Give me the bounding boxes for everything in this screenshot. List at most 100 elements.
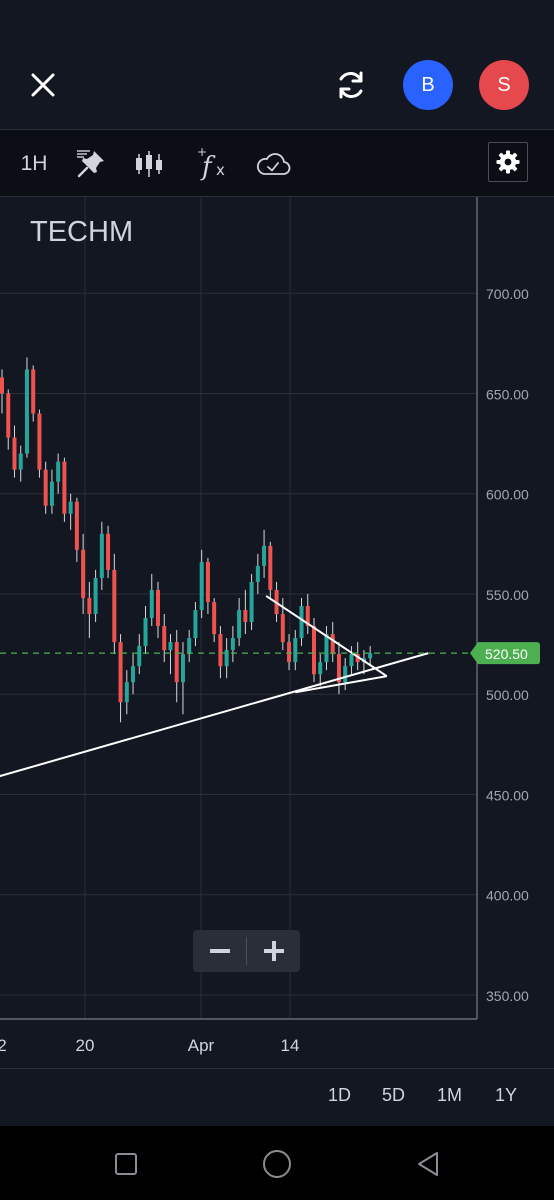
price-tick-label: 650.00 [486, 386, 529, 402]
candle-body [205, 561, 210, 602]
candle-body [137, 646, 142, 667]
range-bar: 1D 5D 1M 1Y [0, 1068, 554, 1126]
candle-body [268, 545, 273, 590]
range-1d-button[interactable]: 1D [328, 1085, 352, 1105]
range-1y-button[interactable]: 1Y [495, 1085, 518, 1105]
candle-body [93, 577, 98, 615]
indicators-fx-icon: + f x [197, 145, 225, 182]
price-tick-label: 550.00 [486, 587, 529, 603]
recent-apps-icon [115, 1153, 137, 1175]
top-bar: B S [0, 0, 554, 128]
candle-body [12, 437, 17, 470]
trendline [0, 652, 429, 778]
candle-body [349, 654, 354, 667]
refresh-button[interactable] [330, 64, 372, 106]
candle-body [68, 501, 73, 514]
candle-body [156, 589, 160, 627]
candle-body [187, 638, 192, 655]
trendline [265, 595, 388, 677]
candle-body [243, 610, 248, 623]
save-layout-button[interactable] [252, 144, 294, 184]
time-tick-label: Apr [188, 1036, 215, 1055]
close-icon [31, 73, 55, 97]
candle-body [43, 469, 48, 506]
price-tick-label: 400.00 [486, 888, 529, 904]
svg-text:x: x [216, 161, 225, 179]
last-price-badge [470, 642, 540, 665]
back-icon [418, 1152, 438, 1176]
candles-icon [136, 151, 162, 177]
chart-toolbar: 1H + f x [0, 129, 554, 197]
zoom-out-button[interactable] [193, 930, 246, 972]
back-button[interactable] [410, 1146, 446, 1182]
candle-body [74, 501, 79, 550]
price-tick-label: 450.00 [486, 787, 529, 803]
candle-body [0, 377, 4, 394]
candle-body [174, 642, 179, 683]
range-5d-button[interactable]: 5D [382, 1085, 406, 1105]
refresh-icon [339, 71, 363, 99]
candle-body [37, 413, 42, 470]
candle-body [368, 653, 373, 659]
candle-body [81, 549, 86, 598]
time-tick-label: 20 [76, 1036, 95, 1055]
candle-body [143, 618, 148, 647]
last-price-label: 520.50 [485, 646, 528, 662]
candle-body [343, 666, 348, 683]
candle-body [293, 638, 298, 663]
candle-body [149, 589, 154, 619]
range-1m-button[interactable]: 1M [437, 1085, 463, 1105]
svg-text:+: + [197, 145, 207, 159]
price-tick-label: 600.00 [486, 487, 529, 503]
gear-icon [496, 150, 520, 174]
interval-button[interactable]: 1H [14, 144, 54, 184]
candle-body [31, 369, 36, 414]
candle-body [230, 638, 235, 651]
interval-label: 1H [20, 152, 48, 175]
candle-body [224, 650, 229, 667]
candle-body [324, 634, 329, 663]
buy-label: B [421, 73, 435, 96]
candle-body [262, 545, 267, 566]
candle-body [168, 642, 173, 651]
cloud-save-icon [256, 153, 291, 175]
price-tick-label: 350.00 [486, 988, 529, 1004]
candle-body [124, 682, 129, 703]
candle-body [355, 654, 360, 663]
candle-body [199, 561, 204, 611]
drawing-tools-button[interactable] [72, 144, 110, 184]
indicators-button[interactable]: + f x [192, 144, 232, 184]
home-button[interactable] [259, 1146, 295, 1182]
candle-body [6, 393, 11, 438]
symbol-label: TECHM [30, 216, 133, 248]
price-tick-label: 500.00 [486, 687, 529, 703]
buy-button[interactable]: B [403, 60, 453, 110]
android-nav-bar [0, 1126, 554, 1200]
recent-apps-button[interactable] [108, 1146, 144, 1182]
candle-body [118, 642, 123, 703]
plus-icon [263, 941, 284, 961]
candle-body [193, 610, 198, 639]
svg-text:f: f [200, 152, 216, 182]
zoom-divider [246, 937, 247, 965]
candle-body [131, 666, 136, 683]
price-tick-label: 700.00 [486, 286, 529, 302]
settings-button[interactable] [488, 142, 528, 182]
candle-body [299, 605, 304, 639]
price-chart[interactable]: 700.00 650.00 600.00 550.00 500.00 450.00 400.… [0, 197, 554, 1067]
candle-body [330, 634, 335, 655]
candle-body [18, 453, 23, 470]
drawing-pin-icon [77, 150, 104, 178]
candle-body [305, 605, 310, 627]
zoom-in-button[interactable] [247, 930, 300, 972]
time-tick-label: 2 [0, 1036, 7, 1055]
candle-body [99, 533, 104, 578]
time-tick-label: 14 [281, 1036, 300, 1055]
candle-body [237, 610, 242, 639]
chart-area[interactable]: 700.00 650.00 600.00 550.00 500.00 450.00 400.… [0, 197, 554, 1067]
candle-body [249, 581, 254, 623]
close-button[interactable] [24, 66, 62, 104]
chart-type-button[interactable] [130, 144, 168, 184]
candle-body [87, 597, 92, 615]
sell-button[interactable]: S [479, 60, 529, 110]
